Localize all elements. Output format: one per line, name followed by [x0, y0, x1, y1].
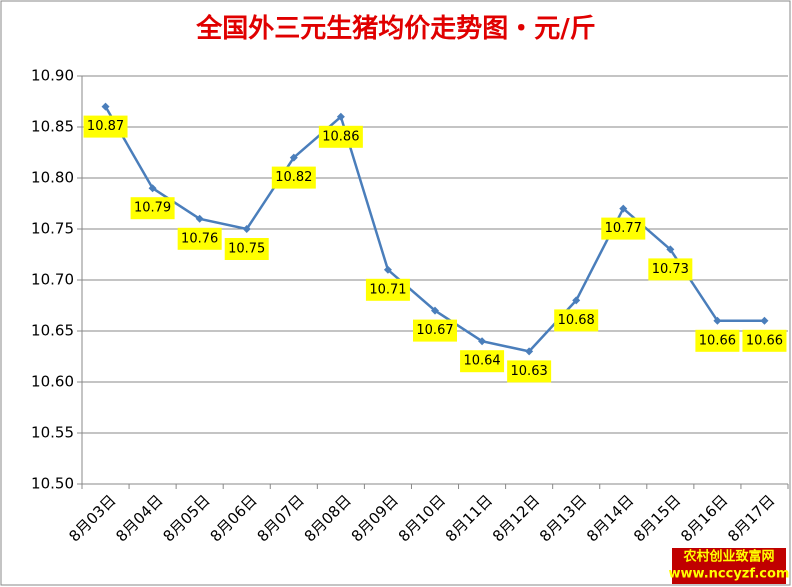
- value-label-box: [601, 217, 646, 240]
- chart-title: 全国外三元生猪均价走势图・元/斤: [195, 13, 596, 44]
- value-label: 10.71: [369, 282, 406, 297]
- value-label-box: [507, 360, 552, 383]
- value-label-box: [554, 309, 599, 332]
- marker: [525, 347, 534, 356]
- marker: [431, 306, 439, 315]
- y-tick-label: 10.60: [31, 373, 74, 391]
- value-label: 10.68: [558, 313, 595, 328]
- value-label: 10.73: [652, 262, 689, 277]
- marker: [148, 184, 157, 193]
- value-label-box: [318, 125, 363, 148]
- value-label: 10.75: [228, 242, 265, 257]
- value-label: 10.66: [699, 333, 736, 348]
- value-label-box: [130, 197, 175, 220]
- marker: [195, 214, 204, 223]
- value-label: 10.66: [746, 333, 783, 348]
- value-label-box: [742, 329, 787, 352]
- y-tick-label: 10.70: [31, 271, 74, 289]
- marker: [478, 337, 487, 346]
- value-label-box: [695, 329, 740, 352]
- y-tick-label: 10.75: [31, 220, 74, 238]
- watermark: 农村创业致富网: [682, 549, 774, 565]
- value-label-box: [460, 350, 505, 373]
- value-label-box: [83, 115, 128, 138]
- value-label-box: [648, 258, 693, 281]
- marker: [289, 153, 298, 162]
- y-tick-label: 10.55: [31, 424, 74, 442]
- marker: [383, 265, 392, 274]
- value-label-box: [224, 238, 269, 260]
- value-label-box: [177, 227, 222, 250]
- value-label: 10.67: [416, 323, 453, 338]
- value-label-box: [271, 166, 316, 189]
- value-label: 10.77: [605, 221, 642, 236]
- value-label: 10.64: [463, 354, 500, 369]
- y-tick-label: 10.50: [31, 475, 74, 493]
- value-label-box: [413, 319, 457, 342]
- value-label-box: [365, 278, 410, 301]
- value-label: 10.82: [275, 170, 312, 185]
- value-label: 10.79: [134, 201, 171, 216]
- y-tick-label: 10.80: [31, 169, 74, 187]
- y-tick-label: 10.90: [31, 67, 74, 85]
- marker: [101, 102, 110, 111]
- value-label: 10.86: [322, 129, 359, 144]
- marker: [666, 245, 675, 254]
- value-label: 10.76: [181, 231, 218, 246]
- y-tick-label: 10.85: [31, 118, 74, 136]
- marker: [760, 316, 769, 325]
- marker: [619, 204, 628, 213]
- marker: [336, 112, 345, 121]
- y-tick-label: 10.65: [31, 322, 74, 340]
- marker: [242, 225, 251, 233]
- watermark-box: [672, 548, 786, 584]
- value-label: 10.63: [511, 364, 548, 379]
- watermark: www.nccyzf.com: [669, 567, 790, 582]
- marker: [572, 296, 581, 305]
- marker: [713, 316, 722, 325]
- value-label: 10.87: [87, 119, 124, 134]
